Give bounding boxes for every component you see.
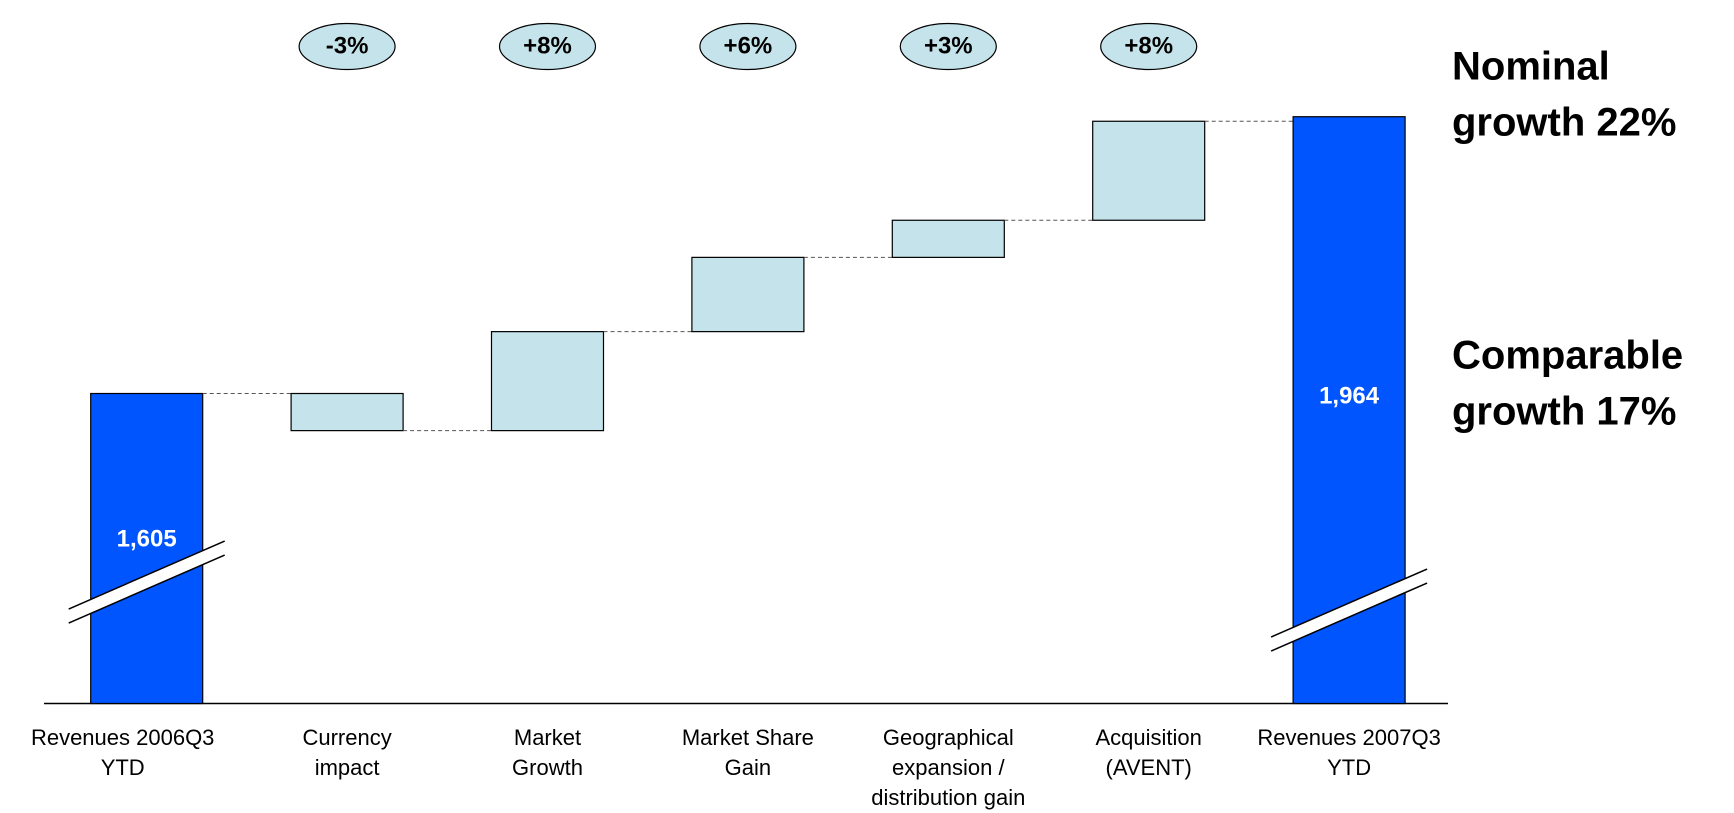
axis-break	[68, 541, 225, 623]
category-label: Growth	[512, 755, 583, 780]
category-label: Market	[514, 725, 581, 750]
category-label: impact	[315, 755, 380, 780]
change-label: +8%	[523, 32, 572, 59]
annotation: growth 22%	[1452, 101, 1676, 145]
change-label: +8%	[1124, 32, 1173, 59]
category-label: Revenues 2007Q3	[1257, 725, 1440, 750]
annotation: Comparable	[1452, 334, 1683, 378]
axis-break	[1271, 569, 1428, 651]
change-bubble	[498, 22, 597, 71]
annotation: growth 17%	[1452, 390, 1676, 434]
category-label: YTD	[101, 755, 145, 780]
change-bubble	[699, 22, 797, 71]
category-label: YTD	[1327, 755, 1371, 780]
change-label: +6%	[724, 32, 773, 59]
category-label: (AVENT)	[1106, 755, 1192, 780]
axis-break	[68, 554, 225, 624]
total-label: 1,605	[117, 525, 177, 552]
change-label: +3%	[924, 32, 973, 59]
change-bubble	[298, 22, 396, 71]
change-bubble	[1100, 22, 1198, 71]
change-bar	[691, 256, 805, 333]
change-bar	[1092, 120, 1206, 221]
axis-break	[1270, 568, 1428, 638]
annotation: Nominal	[1452, 45, 1610, 89]
category-label: distribution gain	[871, 785, 1025, 810]
change-bar	[490, 331, 605, 432]
change-bar	[290, 392, 404, 432]
category-label: Acquisition	[1096, 725, 1202, 750]
category-label: Currency	[302, 725, 391, 750]
category-label: Revenues 2006Q3	[31, 725, 214, 750]
change-bubble	[899, 22, 997, 71]
axis-break	[1270, 582, 1428, 652]
category-label: expansion /	[892, 755, 1005, 780]
total-label: 1,964	[1319, 382, 1380, 409]
axis-break	[68, 540, 225, 610]
change-label: -3%	[326, 32, 369, 59]
category-label: Market Share	[682, 725, 814, 750]
change-bar	[891, 219, 1005, 258]
total-bar	[90, 392, 204, 705]
category-label: Geographical	[883, 725, 1014, 750]
category-label: Gain	[725, 755, 771, 780]
